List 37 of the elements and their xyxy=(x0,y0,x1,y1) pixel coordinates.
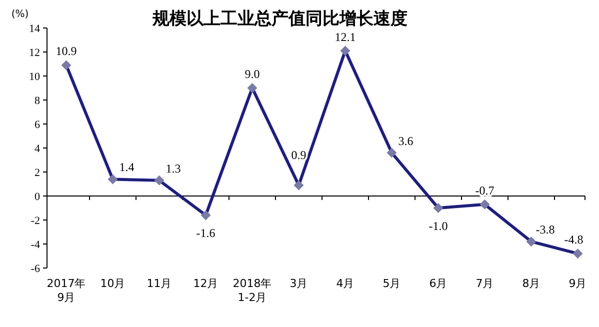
x-tick-label: 5月 xyxy=(382,277,401,290)
data-label: -1.0 xyxy=(428,219,448,233)
data-label: -0.7 xyxy=(475,183,494,198)
y-tick-label: 4 xyxy=(34,143,40,155)
x-tick-label: 12月 xyxy=(193,277,218,290)
x-tick-label: 2017年 9月 xyxy=(46,277,86,304)
y-tick-label: 8 xyxy=(34,95,40,107)
y-tick-label: -4 xyxy=(30,239,40,251)
data-label: 9.0 xyxy=(244,67,260,81)
y-tick-label: -2 xyxy=(30,215,40,227)
x-tick-label: 10月 xyxy=(100,277,126,290)
data-label: 0.9 xyxy=(291,148,306,162)
data-label: -1.6 xyxy=(196,226,216,240)
data-label: 3.6 xyxy=(398,134,414,148)
chart-title: 规模以上工业总产值同比增长速度 xyxy=(152,9,408,29)
x-tick-label: 9月 xyxy=(568,277,587,290)
x-tick-label: 6月 xyxy=(429,277,448,290)
data-label: 10.9 xyxy=(56,44,77,58)
data-label: -4.8 xyxy=(564,232,584,247)
data-label: 12.1 xyxy=(334,30,356,44)
data-label: -3.8 xyxy=(536,222,555,237)
y-tick-label: 14 xyxy=(29,23,40,35)
x-tick-label: 2018年 1-2月 xyxy=(232,277,272,304)
x-tick-label: 11月 xyxy=(146,277,172,290)
y-tick-label: 2 xyxy=(34,167,40,179)
data-label: 1.4 xyxy=(119,160,134,174)
x-tick-label: 8月 xyxy=(522,277,540,290)
y-tick-label: 6 xyxy=(34,119,40,131)
y-axis-title: (%) xyxy=(11,9,29,20)
x-tick-label: 7月 xyxy=(476,277,494,290)
y-tick-label: 10 xyxy=(29,71,40,83)
x-tick-label: 4月 xyxy=(336,277,354,290)
y-tick-label: 0 xyxy=(34,191,40,203)
y-tick-label: 12 xyxy=(29,47,40,59)
data-label: 1.3 xyxy=(166,161,181,176)
x-tick-label: 3月 xyxy=(290,277,308,290)
y-tick-label: -6 xyxy=(30,263,40,275)
